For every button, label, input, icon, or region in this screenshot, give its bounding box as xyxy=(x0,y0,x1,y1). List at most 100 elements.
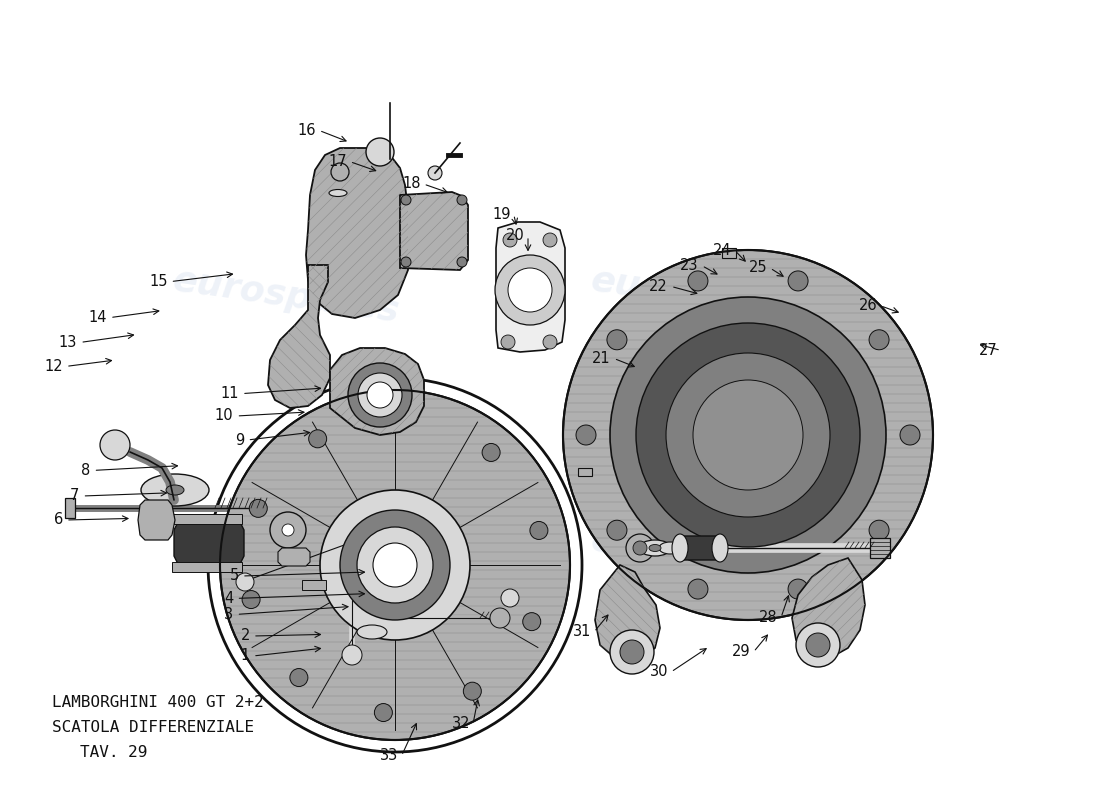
Circle shape xyxy=(402,257,411,267)
Ellipse shape xyxy=(329,190,346,197)
Text: 10: 10 xyxy=(214,409,233,423)
Text: 8: 8 xyxy=(81,463,90,478)
Text: 21: 21 xyxy=(592,351,611,366)
Circle shape xyxy=(543,233,557,247)
Circle shape xyxy=(620,640,644,664)
Circle shape xyxy=(358,373,402,417)
Text: 4: 4 xyxy=(224,591,233,606)
Text: 20: 20 xyxy=(506,229,525,243)
Polygon shape xyxy=(65,498,75,518)
Circle shape xyxy=(869,520,889,540)
Ellipse shape xyxy=(712,534,728,562)
Polygon shape xyxy=(330,348,424,435)
Polygon shape xyxy=(578,468,592,476)
Circle shape xyxy=(563,250,933,620)
Text: eurospares: eurospares xyxy=(170,523,402,589)
Circle shape xyxy=(331,163,349,181)
Text: 29: 29 xyxy=(732,645,750,659)
Polygon shape xyxy=(306,148,408,318)
Text: 31: 31 xyxy=(573,625,591,639)
Text: eurospares: eurospares xyxy=(170,263,402,329)
Ellipse shape xyxy=(659,542,681,554)
Text: 6: 6 xyxy=(54,513,63,527)
Text: 13: 13 xyxy=(59,335,77,350)
Circle shape xyxy=(788,271,808,291)
Polygon shape xyxy=(172,514,242,524)
Ellipse shape xyxy=(672,534,688,562)
Text: TAV. 29: TAV. 29 xyxy=(80,745,147,760)
Text: 11: 11 xyxy=(220,386,239,401)
Circle shape xyxy=(366,138,394,166)
Ellipse shape xyxy=(639,540,671,556)
Circle shape xyxy=(632,541,647,555)
Circle shape xyxy=(610,630,654,674)
Circle shape xyxy=(340,510,450,620)
Polygon shape xyxy=(870,538,890,558)
Circle shape xyxy=(270,512,306,548)
Text: 27: 27 xyxy=(979,343,998,358)
Circle shape xyxy=(788,579,808,599)
Text: 7: 7 xyxy=(70,489,79,503)
Polygon shape xyxy=(676,536,724,560)
Text: 26: 26 xyxy=(858,298,877,313)
Text: 24: 24 xyxy=(713,243,732,258)
Circle shape xyxy=(290,669,308,686)
Circle shape xyxy=(208,378,582,752)
Ellipse shape xyxy=(166,485,184,495)
Text: 5: 5 xyxy=(230,569,239,583)
Circle shape xyxy=(693,380,803,490)
Polygon shape xyxy=(595,565,660,660)
Text: 19: 19 xyxy=(492,207,510,222)
Circle shape xyxy=(900,425,920,445)
Text: 28: 28 xyxy=(759,610,778,625)
Circle shape xyxy=(508,268,552,312)
Circle shape xyxy=(373,543,417,587)
Circle shape xyxy=(626,534,654,562)
Text: SCATOLA DIFFERENZIALE: SCATOLA DIFFERENZIALE xyxy=(52,720,254,735)
Text: 12: 12 xyxy=(44,359,63,374)
Circle shape xyxy=(402,195,411,205)
Circle shape xyxy=(503,233,517,247)
Circle shape xyxy=(500,335,515,349)
Circle shape xyxy=(607,520,627,540)
Circle shape xyxy=(796,623,840,667)
Text: 1: 1 xyxy=(241,649,250,663)
Circle shape xyxy=(610,297,886,573)
Circle shape xyxy=(100,430,130,460)
Circle shape xyxy=(490,608,510,628)
Text: 3: 3 xyxy=(224,607,233,622)
Circle shape xyxy=(282,524,294,536)
Polygon shape xyxy=(792,558,865,658)
Circle shape xyxy=(456,257,468,267)
Polygon shape xyxy=(268,265,330,408)
Text: LAMBORGHINI 400 GT 2+2: LAMBORGHINI 400 GT 2+2 xyxy=(52,695,264,710)
Text: 23: 23 xyxy=(680,258,698,273)
Polygon shape xyxy=(302,580,326,590)
Circle shape xyxy=(320,490,470,640)
Circle shape xyxy=(495,255,565,325)
Text: 17: 17 xyxy=(328,154,346,169)
Circle shape xyxy=(666,353,830,517)
Polygon shape xyxy=(278,548,310,566)
Text: eurospares: eurospares xyxy=(588,263,820,329)
Ellipse shape xyxy=(141,474,209,506)
Text: 18: 18 xyxy=(402,177,420,191)
Circle shape xyxy=(358,527,433,603)
Text: 25: 25 xyxy=(748,261,767,275)
Circle shape xyxy=(250,499,267,518)
Circle shape xyxy=(220,390,570,740)
Circle shape xyxy=(397,409,416,426)
Circle shape xyxy=(688,579,708,599)
Text: 22: 22 xyxy=(649,279,668,294)
Text: 14: 14 xyxy=(88,310,107,325)
Circle shape xyxy=(367,382,393,408)
Polygon shape xyxy=(496,222,565,352)
Text: 33: 33 xyxy=(381,749,398,763)
Ellipse shape xyxy=(358,625,387,639)
Circle shape xyxy=(456,195,468,205)
Polygon shape xyxy=(722,248,736,258)
Ellipse shape xyxy=(649,545,661,551)
Circle shape xyxy=(688,271,708,291)
Circle shape xyxy=(348,363,412,427)
Circle shape xyxy=(530,522,548,539)
